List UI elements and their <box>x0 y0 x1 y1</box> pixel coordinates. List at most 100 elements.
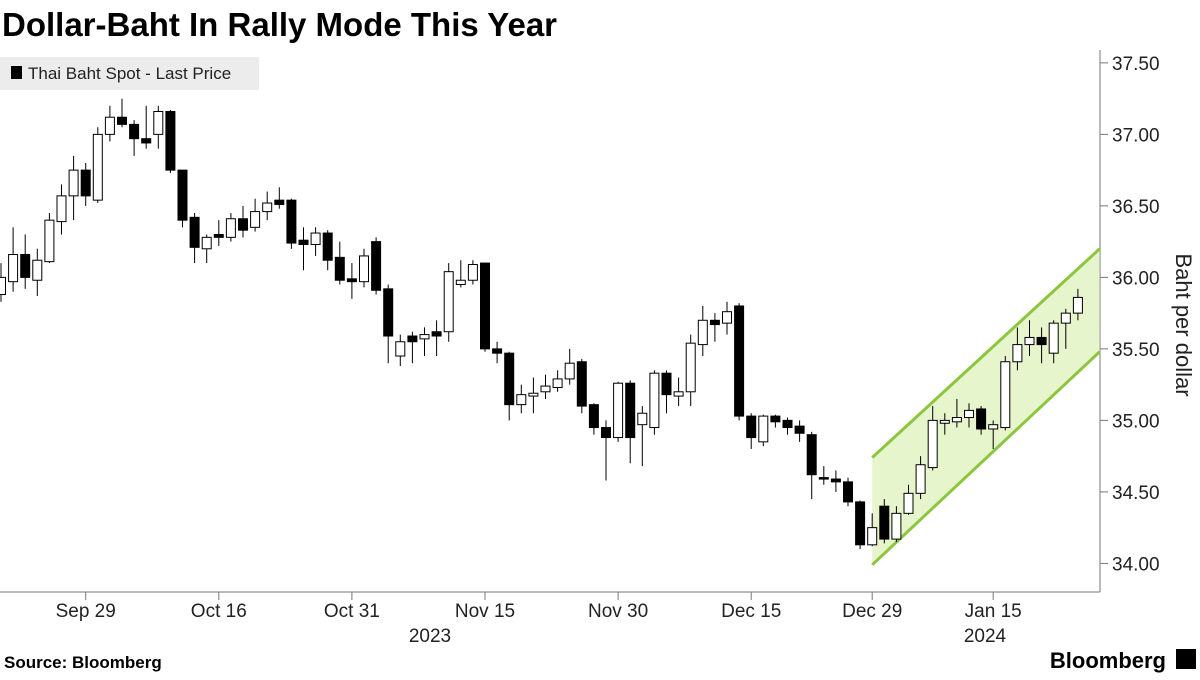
candle-body <box>746 415 757 439</box>
chart-title: Dollar-Baht In Rally Mode This Year <box>2 6 557 43</box>
candle-body <box>395 341 406 357</box>
candle-body <box>419 334 430 340</box>
candle-body <box>310 232 321 245</box>
candle-body <box>504 352 515 406</box>
candle-body <box>673 391 684 397</box>
candle-body <box>480 262 490 350</box>
candle-body <box>346 278 357 283</box>
candle-body <box>298 239 309 245</box>
candle-body <box>564 362 575 380</box>
x-tick-label: Nov 15 <box>455 601 515 622</box>
legend-box <box>0 57 259 90</box>
y-tick-label: 34.00 <box>1112 554 1160 575</box>
candle-body <box>431 331 442 337</box>
channel-upper <box>871 247 1101 459</box>
x-tick-label: Jan 15 <box>965 601 1022 622</box>
y-tick-label: 35.50 <box>1112 340 1160 361</box>
candle-body <box>467 264 478 281</box>
candle-body <box>818 477 829 480</box>
candle-body <box>141 138 152 144</box>
y-tick-label: 37.00 <box>1112 125 1160 146</box>
candle-body <box>92 133 103 201</box>
candle-body <box>177 169 188 221</box>
brand-icon <box>1176 649 1196 669</box>
candle-body <box>153 110 164 135</box>
candle-body <box>782 419 793 429</box>
brand: Bloomberg <box>1050 648 1166 673</box>
candle-body <box>262 202 273 213</box>
candle-body <box>32 259 43 281</box>
candle-body <box>117 116 127 125</box>
candle-body <box>722 311 732 324</box>
candle-body <box>104 116 115 135</box>
candle-body <box>516 394 527 406</box>
candle-body <box>601 427 611 439</box>
candle-body <box>891 512 902 540</box>
candle-body <box>625 382 636 439</box>
candle-body <box>927 419 938 469</box>
candle-body <box>964 409 974 419</box>
candle-body <box>552 378 563 388</box>
candle-body <box>189 216 200 248</box>
candle-body <box>1072 296 1083 314</box>
candle-body <box>528 392 539 397</box>
source: Source: Bloomberg <box>4 653 162 672</box>
candle-body <box>576 361 587 407</box>
candle-body <box>951 417 962 423</box>
candle-body <box>903 492 914 514</box>
x-year-label: 2023 <box>409 626 451 647</box>
candle-body <box>709 319 720 326</box>
candle-body <box>988 424 999 430</box>
candle-body <box>286 199 297 244</box>
candle-body <box>201 236 212 250</box>
candle-body <box>540 385 551 393</box>
candle-body <box>697 319 708 346</box>
candle-body <box>915 464 926 494</box>
candle-body <box>806 434 817 476</box>
candle-body <box>80 169 91 197</box>
axes <box>0 50 1101 593</box>
candle-body <box>322 232 333 261</box>
y-tick-label: 34.50 <box>1112 483 1160 504</box>
candle-body <box>238 218 248 231</box>
y-tick-label: 37.50 <box>1112 54 1160 75</box>
candle-body <box>794 425 805 434</box>
candles <box>0 98 1083 550</box>
candle-body <box>939 419 950 424</box>
candle-body <box>20 254 31 278</box>
candle-body <box>443 271 454 333</box>
y-tick-label: 36.00 <box>1112 268 1160 289</box>
candle-body <box>274 199 285 205</box>
candle-body <box>359 255 369 283</box>
x-year-label: 2024 <box>964 626 1007 647</box>
candle-body <box>1000 361 1011 429</box>
candle-body <box>1024 336 1035 346</box>
candle-body <box>334 256 345 281</box>
candle-body <box>976 408 987 430</box>
candle-body <box>492 348 503 354</box>
candle-body <box>0 276 6 296</box>
candle-body <box>661 372 672 396</box>
candle-body <box>649 372 660 429</box>
channel-lower <box>871 350 1101 566</box>
candle-body <box>758 415 769 443</box>
x-tick-label: Sep 29 <box>56 601 116 622</box>
candle-body <box>1048 322 1059 354</box>
candle-body <box>734 305 745 417</box>
candle-body <box>588 404 599 429</box>
candle-body <box>56 195 67 223</box>
legend-swatch <box>11 66 22 79</box>
candle-body <box>770 415 781 423</box>
candle-body <box>685 342 696 393</box>
candle-body <box>867 527 878 546</box>
y-tick-label: 36.50 <box>1112 197 1160 218</box>
legend-label: Thai Baht Spot - Last Price <box>28 64 231 83</box>
candle-body <box>407 335 418 343</box>
candle-body <box>637 412 648 426</box>
x-tick-label: Dec 29 <box>842 601 902 622</box>
x-tick-label: Nov 30 <box>588 601 648 622</box>
candle-body <box>371 241 382 291</box>
channel-area <box>872 248 1100 565</box>
candle-body <box>455 279 466 286</box>
